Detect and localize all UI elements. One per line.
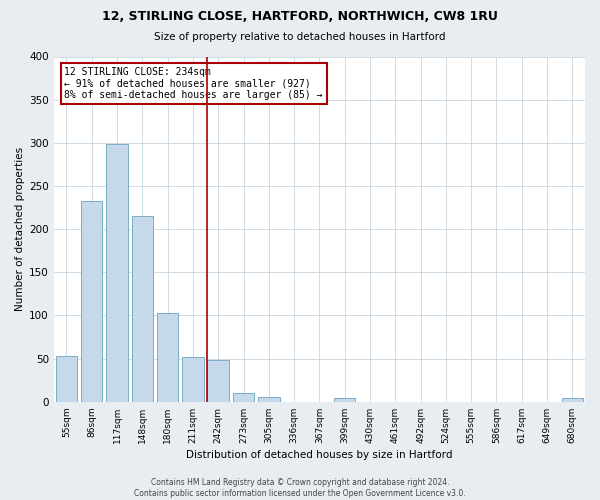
Bar xyxy=(258,396,280,402)
Bar xyxy=(131,216,153,402)
Bar xyxy=(106,144,128,402)
Text: Size of property relative to detached houses in Hartford: Size of property relative to detached ho… xyxy=(154,32,446,42)
Text: 12 STIRLING CLOSE: 234sqm
← 91% of detached houses are smaller (927)
8% of semi-: 12 STIRLING CLOSE: 234sqm ← 91% of detac… xyxy=(64,67,323,100)
Text: 12, STIRLING CLOSE, HARTFORD, NORTHWICH, CW8 1RU: 12, STIRLING CLOSE, HARTFORD, NORTHWICH,… xyxy=(102,10,498,23)
Bar xyxy=(233,393,254,402)
Bar xyxy=(182,357,203,402)
Bar xyxy=(56,356,77,402)
Bar xyxy=(157,313,178,402)
X-axis label: Distribution of detached houses by size in Hartford: Distribution of detached houses by size … xyxy=(186,450,452,460)
Bar xyxy=(81,200,103,402)
Bar xyxy=(562,398,583,402)
Bar xyxy=(208,360,229,402)
Text: Contains HM Land Registry data © Crown copyright and database right 2024.
Contai: Contains HM Land Registry data © Crown c… xyxy=(134,478,466,498)
Y-axis label: Number of detached properties: Number of detached properties xyxy=(15,147,25,311)
Bar xyxy=(334,398,355,402)
